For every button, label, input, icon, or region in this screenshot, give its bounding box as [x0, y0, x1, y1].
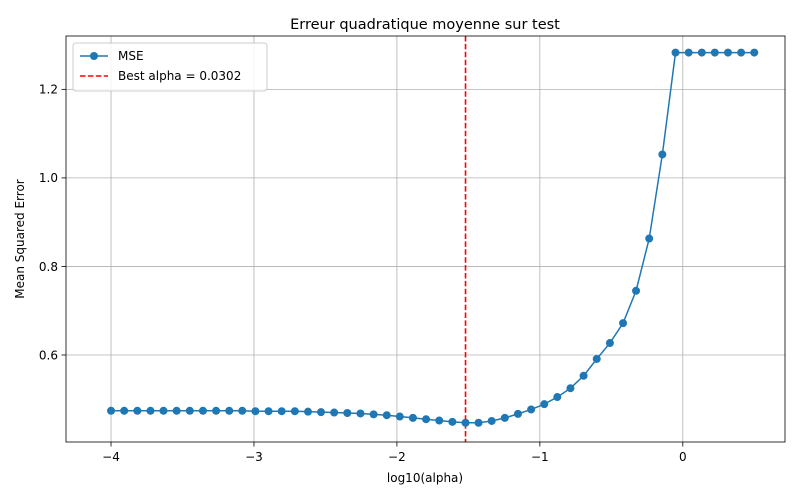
- mse-data-point: [684, 48, 693, 57]
- x-tick-label: −2: [388, 450, 406, 464]
- mse-data-point: [566, 384, 575, 393]
- x-tick-label: 0: [679, 450, 687, 464]
- mse-data-point: [212, 406, 221, 415]
- mse-data-point: [619, 319, 628, 328]
- mse-data-point: [238, 406, 247, 415]
- mse-data-point: [133, 406, 142, 415]
- mse-data-point: [737, 48, 746, 57]
- mse-data-point: [290, 407, 299, 416]
- y-tick-label: 0.8: [39, 260, 58, 274]
- mse-data-point: [369, 410, 378, 419]
- mse-data-point: [277, 407, 286, 416]
- legend-mse-label: MSE: [118, 49, 144, 63]
- mse-data-point: [658, 150, 667, 159]
- mse-data-point: [317, 408, 326, 417]
- mse-data-point: [185, 406, 194, 415]
- mse-data-point: [146, 406, 155, 415]
- chart-title: Erreur quadratique moyenne sur test: [290, 17, 560, 33]
- mse-data-point: [107, 406, 116, 415]
- mse-data-point: [513, 409, 522, 418]
- x-axis-label: log10(alpha): [387, 471, 463, 485]
- mse-data-point: [710, 48, 719, 57]
- mse-data-point: [422, 415, 431, 424]
- legend-best-alpha-label: Best alpha = 0.0302: [118, 69, 241, 83]
- x-tick-label: −3: [245, 450, 263, 464]
- mse-data-point: [579, 371, 588, 380]
- mse-data-point: [356, 409, 365, 418]
- legend-box: [72, 42, 268, 92]
- y-tick-label: 1.2: [39, 83, 58, 97]
- mse-data-point: [750, 48, 759, 57]
- mse-data-point: [645, 234, 654, 243]
- x-tick-label: −1: [531, 450, 549, 464]
- mse-data-point: [632, 286, 641, 295]
- mse-data-point: [527, 405, 536, 414]
- mse-data-point: [330, 408, 339, 417]
- legend-mse-marker: [90, 52, 98, 60]
- y-axis-ticks: 0.6 0.8 1.0 1.2: [39, 83, 66, 362]
- mse-data-point: [159, 406, 168, 415]
- y-axis-label: Mean Squared Error: [13, 179, 27, 299]
- mse-data-point: [448, 417, 457, 426]
- mse-data-point: [120, 406, 129, 415]
- mse-data-point: [251, 407, 260, 416]
- mse-data-point: [172, 406, 181, 415]
- x-axis-ticks: −4 −3 −2 −1 0: [102, 442, 687, 464]
- mse-data-point: [697, 48, 706, 57]
- mse-data-point: [225, 406, 234, 415]
- mse-data-point: [264, 407, 273, 416]
- mse-data-point: [500, 413, 509, 422]
- mse-data-point: [605, 339, 614, 348]
- mse-data-point: [198, 406, 207, 415]
- x-tick-label: −4: [102, 450, 120, 464]
- mse-data-point: [592, 354, 601, 363]
- mse-data-point: [461, 418, 470, 427]
- mse-data-point: [304, 407, 312, 416]
- mse-data-point: [671, 48, 680, 57]
- mse-data-point: [474, 418, 483, 427]
- legend: MSE Best alpha = 0.0302: [72, 42, 268, 92]
- mse-data-point: [487, 416, 496, 425]
- mse-data-point: [723, 48, 732, 57]
- mse-data-point: [382, 411, 391, 420]
- series-layer: [107, 48, 759, 427]
- y-tick-label: 1.0: [39, 171, 58, 185]
- mse-data-point: [395, 412, 404, 421]
- mse-data-point: [343, 409, 352, 417]
- mse-data-point: [408, 413, 417, 422]
- y-tick-label: 0.6: [39, 348, 58, 362]
- mse-data-point: [435, 416, 444, 425]
- mse-data-point: [553, 393, 562, 402]
- mse-data-point: [540, 400, 549, 409]
- plot-frame: [65, 35, 786, 443]
